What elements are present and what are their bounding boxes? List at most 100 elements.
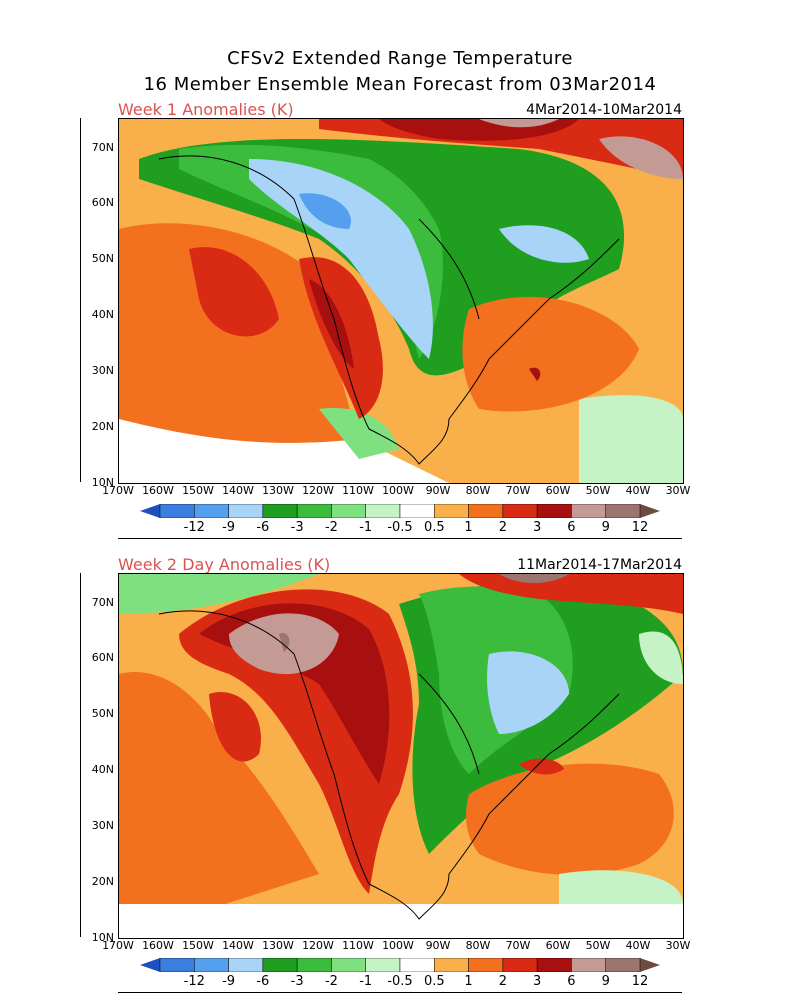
panel2-colorbar (140, 958, 660, 972)
panel1-left-rule (80, 118, 81, 482)
panel1-lon-label: 160W (142, 484, 174, 497)
colorbar-swatch (296, 504, 332, 518)
colorbar-end-left (140, 504, 160, 518)
panel2-lat-label: 70N (91, 596, 114, 609)
panel2-lon-label: 50W (585, 939, 611, 952)
colorbar-label: -9 (222, 974, 236, 989)
panel2-lat-label: 50N (91, 707, 114, 720)
panel1-lat-label: 40N (91, 308, 114, 321)
colorbar-label: 2 (498, 974, 507, 989)
colorbar-end-left (140, 958, 160, 972)
panel1-lon-label: 40W (625, 484, 651, 497)
panel2-lon-label: 90W (425, 939, 451, 952)
panel2-lat-label: 40N (91, 763, 114, 776)
colorbar-label: 0.5 (423, 520, 445, 535)
panel2-lat-label: 30N (91, 819, 114, 832)
panel1-lon-label: 130W (262, 484, 294, 497)
panel1-lon-label: 30W (665, 484, 691, 497)
panel2-lon-label: 160W (142, 939, 174, 952)
colorbar-swatch (399, 958, 435, 972)
panel1-lon-label: 70W (505, 484, 531, 497)
panel2-lon-label: 40W (625, 939, 651, 952)
colorbar-label: 3 (533, 974, 542, 989)
colorbar-label: 9 (601, 974, 610, 989)
colorbar-label: -3 (290, 974, 304, 989)
panel1-lat-label: 20N (91, 420, 114, 433)
panel2-left-rule (80, 573, 81, 937)
colorbar-label: -6 (256, 974, 270, 989)
panel1-bottom-rule (118, 538, 682, 539)
panel2-lon-label: 100W (382, 939, 414, 952)
colorbar-swatch (365, 504, 401, 518)
colorbar-label: -0.5 (387, 520, 413, 535)
panel2-lon-label: 30W (665, 939, 691, 952)
colorbar-label: -0.5 (387, 974, 413, 989)
colorbar-swatch (434, 958, 469, 972)
colorbar-label: 12 (631, 974, 649, 989)
panel2-title: Week 2 Day Anomalies (K) (118, 555, 331, 574)
panel1-lon-label: 80W (465, 484, 491, 497)
panel2-lon-label: 80W (465, 939, 491, 952)
panel1-lon-label: 150W (182, 484, 214, 497)
colorbar-swatch (399, 504, 435, 518)
colorbar-swatch (194, 504, 229, 518)
colorbar-label: -3 (290, 520, 304, 535)
panel2-lon-label: 60W (545, 939, 571, 952)
colorbar-swatch (331, 958, 366, 972)
colorbar-swatch (468, 504, 504, 518)
panel1-title: Week 1 Anomalies (K) (118, 100, 294, 119)
panel2-lat-label: 60N (91, 651, 114, 664)
panel1-lat-label: 30N (91, 364, 114, 377)
colorbar-swatch (536, 958, 572, 972)
panel1-lon-label: 60W (545, 484, 571, 497)
panel1-map (118, 118, 684, 484)
colorbar-swatch (571, 504, 606, 518)
panel1-lat-label: 60N (91, 196, 114, 209)
panel2-lon-label: 150W (182, 939, 214, 952)
panel2-lon-label: 120W (302, 939, 334, 952)
panel2-lat-label: 20N (91, 875, 114, 888)
colorbar-label: -1 (359, 974, 373, 989)
panel1-lon-label: 100W (382, 484, 414, 497)
panel1-dates: 4Mar2014-10Mar2014 (526, 102, 682, 118)
colorbar-label: 0.5 (423, 974, 445, 989)
panel1-lon-label: 120W (302, 484, 334, 497)
panel2-lon-label: 130W (262, 939, 294, 952)
colorbar-swatch (296, 958, 332, 972)
colorbar-end-right (640, 504, 660, 518)
figure-title-line2: 16 Member Ensemble Mean Forecast from 03… (143, 74, 657, 95)
colorbar-label: -6 (256, 520, 270, 535)
colorbar-label: -2 (324, 520, 338, 535)
panel2-lon-label: 140W (222, 939, 254, 952)
panel2-lon-label: 170W (102, 939, 134, 952)
panel1-lon-label: 110W (342, 484, 374, 497)
colorbar-swatch (502, 504, 538, 518)
panel2-lat-label: 10N (91, 931, 114, 944)
colorbar-label: 3 (533, 520, 542, 535)
panel1-colorbar (140, 504, 660, 518)
panel1-lat-label: 50N (91, 252, 114, 265)
colorbar-label: 1 (464, 520, 473, 535)
colorbar-swatch (365, 958, 401, 972)
colorbar-swatch (228, 504, 264, 518)
colorbar-swatch (194, 958, 229, 972)
colorbar-swatch (228, 958, 264, 972)
colorbar-swatch (262, 504, 298, 518)
panel1-lat-label: 70N (91, 141, 114, 154)
colorbar-label: 2 (498, 520, 507, 535)
colorbar-label: 12 (631, 520, 649, 535)
colorbar-label: 9 (601, 520, 610, 535)
colorbar-label: -1 (359, 520, 373, 535)
colorbar-label: 6 (567, 974, 576, 989)
colorbar-end-right (640, 958, 660, 972)
colorbar-swatch (571, 958, 606, 972)
colorbar-swatch (536, 504, 572, 518)
panel2-dates: 11Mar2014-17Mar2014 (517, 557, 682, 573)
colorbar-swatch (502, 958, 538, 972)
panel2-lon-label: 70W (505, 939, 531, 952)
panel1-lon-label: 140W (222, 484, 254, 497)
figure-title-line1: CFSv2 Extended Range Temperature (227, 48, 573, 69)
colorbar-swatch (605, 958, 641, 972)
panel2-map (118, 573, 684, 939)
colorbar-swatch (331, 504, 366, 518)
